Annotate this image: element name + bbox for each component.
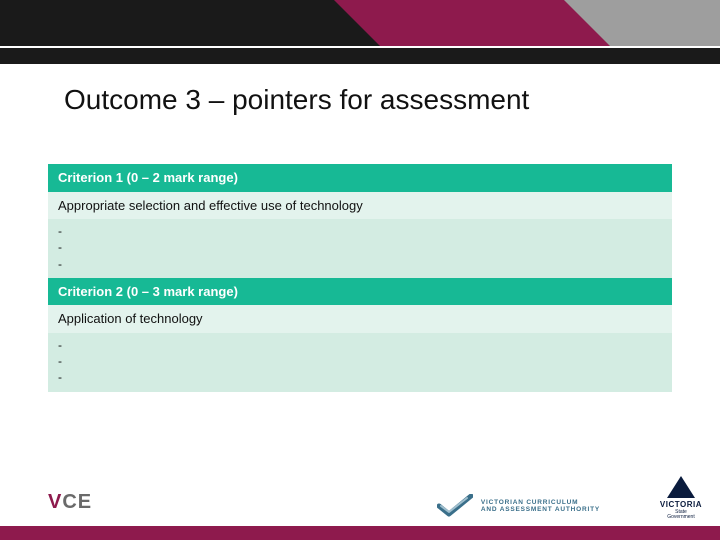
criterion-sub: Appropriate selection and effective use … <box>48 192 672 220</box>
criterion-sub: Application of technology <box>48 305 672 333</box>
bullet-item: - <box>58 256 662 272</box>
criterion-header: Criterion 2 (0 – 3 mark range) <box>48 278 672 306</box>
bullet-item: - <box>58 337 662 353</box>
vcaa-line2: AND ASSESSMENT AUTHORITY <box>481 506 600 513</box>
criteria-table: Criterion 1 (0 – 2 mark range) Appropria… <box>48 164 672 392</box>
victoria-word: VICTORIA <box>660 500 702 509</box>
criterion-bullets: - - - <box>48 219 672 278</box>
criterion-bullets: - - - <box>48 333 672 392</box>
vce-letters-ce: CE <box>62 491 92 513</box>
bullet-item: - <box>58 369 662 385</box>
bullet-item: - <box>58 353 662 369</box>
victoria-sub: State Government <box>660 510 702 521</box>
vcaa-line1: VICTORIAN CURRICULUM <box>481 499 600 506</box>
banner-black-lower <box>0 48 720 64</box>
top-banner <box>0 0 720 64</box>
page-title: Outcome 3 – pointers for assessment <box>64 84 720 116</box>
check-icon <box>437 494 473 518</box>
footer-bar <box>0 526 720 540</box>
vcaa-logo: VICTORIAN CURRICULUM AND ASSESSMENT AUTH… <box>437 494 600 518</box>
banner-grey <box>610 0 720 46</box>
footer: VCE VICTORIAN CURRICULUM AND ASSESSMENT … <box>0 468 720 540</box>
bullet-item: - <box>58 239 662 255</box>
victoria-logo: VICTORIA State Government <box>660 476 702 521</box>
vcaa-text: VICTORIAN CURRICULUM AND ASSESSMENT AUTH… <box>481 499 600 514</box>
vce-letter-v: V <box>48 491 62 513</box>
vce-logo: VCE <box>48 491 92 514</box>
criterion-header: Criterion 1 (0 – 2 mark range) <box>48 164 672 192</box>
bullet-item: - <box>58 223 662 239</box>
victoria-sub2: Government <box>660 515 702 520</box>
triangle-icon <box>667 476 695 498</box>
